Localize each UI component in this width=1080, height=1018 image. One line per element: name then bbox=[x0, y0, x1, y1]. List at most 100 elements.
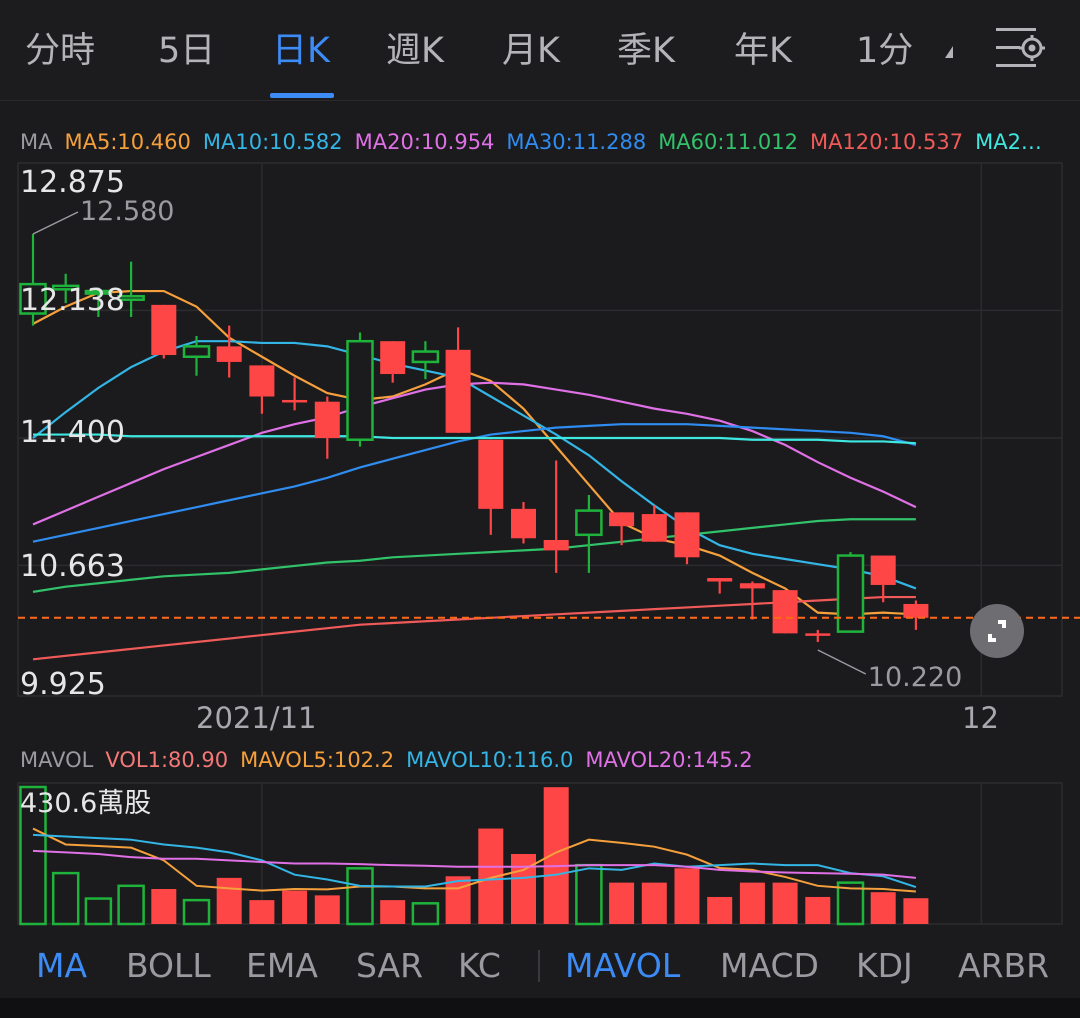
indicator-tab-bar: MA BOLL EMA SAR KC MAVOL MACD KDJ ARBR bbox=[0, 942, 1080, 998]
tab-weekly-k[interactable]: 週K bbox=[386, 31, 444, 71]
volume-bar bbox=[707, 896, 733, 924]
candle-body bbox=[282, 399, 308, 403]
tab-kc[interactable]: KC bbox=[458, 946, 501, 985]
ma-line-ma2 bbox=[33, 433, 916, 445]
tab-sar[interactable]: SAR bbox=[356, 946, 424, 985]
candle-body bbox=[543, 540, 569, 551]
tab-monthly-k[interactable]: 月K bbox=[502, 31, 560, 71]
candle-body bbox=[249, 365, 275, 397]
candle-body bbox=[870, 555, 896, 585]
low-marker-leader bbox=[817, 649, 867, 675]
ma250-value-truncated: MA2… bbox=[975, 130, 1042, 154]
candle-body bbox=[19, 282, 47, 315]
volume-bar bbox=[182, 898, 211, 926]
volume-bar bbox=[903, 898, 929, 924]
y-axis-tick-label: 10.663 bbox=[20, 549, 125, 584]
timeframe-tab-bar: 分時 5日 日K 週K 月K 季K 年K 1分 bbox=[0, 0, 1080, 100]
high-marker-leader bbox=[32, 211, 79, 235]
candle-body bbox=[151, 304, 177, 356]
volume-bar bbox=[249, 900, 275, 924]
ma-line-ma20 bbox=[32, 381, 917, 526]
y-axis-tick-label: 12.138 bbox=[20, 283, 125, 318]
mavol-line-mavol5 bbox=[32, 827, 916, 893]
candle-body bbox=[903, 603, 929, 618]
mavol-legend: MAVOL VOL1:80.90 MAVOL5:102.2 MAVOL10:116.0… bbox=[20, 748, 765, 772]
ma5-value: MA5:10.460 bbox=[64, 130, 191, 154]
tab-yearly-k[interactable]: 年K bbox=[734, 31, 792, 71]
volume-bar bbox=[805, 896, 831, 924]
tab-5day[interactable]: 5日 bbox=[158, 31, 216, 71]
settings-gear-icon[interactable] bbox=[994, 20, 1050, 76]
high-price-marker: 12.580 bbox=[80, 196, 174, 227]
mavol20-value: MAVOL20:145.2 bbox=[585, 748, 753, 772]
volume-bar bbox=[445, 876, 471, 924]
candle-body bbox=[216, 346, 242, 362]
x-axis-tick-label: 2021/11 bbox=[196, 701, 316, 735]
volume-bar bbox=[151, 889, 177, 924]
volume-bar bbox=[641, 882, 667, 924]
candle-body bbox=[609, 512, 635, 527]
bottom-strip bbox=[0, 998, 1080, 1018]
volume-bar bbox=[314, 895, 340, 924]
tab-daily-k[interactable]: 日K bbox=[272, 31, 330, 71]
volume-max-label: 430.6萬股 bbox=[20, 788, 151, 819]
ma120-value: MA120:10.537 bbox=[809, 130, 964, 154]
candle-body bbox=[478, 439, 504, 509]
volume-bar bbox=[772, 882, 798, 924]
candle-body bbox=[182, 345, 211, 358]
tab-arbr[interactable]: ARBR bbox=[958, 946, 1050, 985]
candle-body bbox=[117, 294, 145, 301]
volume-bar bbox=[609, 882, 635, 924]
volume-bar bbox=[870, 892, 896, 924]
tab-mavol[interactable]: MAVOL bbox=[565, 946, 681, 985]
tab-macd[interactable]: MACD bbox=[720, 946, 819, 985]
tab-intraday[interactable]: 分時 bbox=[25, 31, 96, 71]
low-price-marker: 10.220 bbox=[868, 662, 962, 693]
ma30-value: MA30:11.288 bbox=[506, 130, 647, 154]
volume-bar bbox=[117, 884, 145, 926]
candle-body bbox=[641, 514, 667, 542]
candle-body bbox=[445, 349, 471, 433]
y-axis-tick-label: 11.400 bbox=[20, 415, 125, 450]
ma-legend-prefix: MA bbox=[20, 130, 53, 154]
candle-body bbox=[739, 583, 765, 589]
fullscreen-expand-button[interactable] bbox=[970, 604, 1024, 658]
candle-body bbox=[346, 339, 374, 441]
volume-bar bbox=[282, 890, 308, 924]
mavol-line-mavol10 bbox=[32, 833, 917, 889]
ma60-value: MA60:11.012 bbox=[658, 130, 798, 154]
volume-bar bbox=[739, 882, 765, 924]
tab-kdj[interactable]: KDJ bbox=[856, 946, 913, 985]
y-axis-tick-label: 12.875 bbox=[20, 165, 125, 200]
tab-boll[interactable]: BOLL bbox=[126, 946, 211, 985]
ma10-value: MA10:10.582 bbox=[202, 130, 343, 154]
mavol-line-mavol20 bbox=[32, 849, 916, 879]
volume-bar bbox=[836, 881, 865, 926]
ma-line-ma10 bbox=[32, 340, 917, 590]
candle-body bbox=[575, 509, 603, 537]
candle-body bbox=[411, 350, 440, 364]
candle-body bbox=[511, 508, 536, 539]
candle-body bbox=[836, 554, 865, 633]
tab-minute-dropdown[interactable]: 1分 bbox=[856, 31, 914, 71]
tab-ma[interactable]: MA bbox=[36, 946, 88, 985]
candle-body bbox=[51, 284, 80, 291]
dropdown-triangle-icon bbox=[945, 46, 953, 58]
volume-bar bbox=[575, 863, 603, 926]
volume-bar bbox=[216, 877, 242, 924]
candle-body bbox=[84, 289, 113, 295]
volume-bar bbox=[674, 868, 700, 924]
vol1-value: VOL1:80.90 bbox=[105, 748, 229, 772]
volume-bar bbox=[411, 902, 440, 926]
volume-bar bbox=[51, 871, 80, 926]
tab-ema[interactable]: EMA bbox=[246, 946, 318, 985]
ma20-value: MA20:10.954 bbox=[354, 130, 495, 154]
candle-body bbox=[772, 590, 798, 634]
candle-body bbox=[674, 512, 700, 558]
ma-legend: MA MA5:10.460 MA10:10.582 MA20:10.954 MA30:1… bbox=[20, 130, 1054, 154]
mavol10-value: MAVOL10:116.0 bbox=[406, 748, 574, 772]
tab-quarterly-k[interactable]: 季K bbox=[617, 31, 675, 71]
volume-plot-frame bbox=[17, 782, 1063, 925]
volume-bar bbox=[84, 897, 113, 926]
